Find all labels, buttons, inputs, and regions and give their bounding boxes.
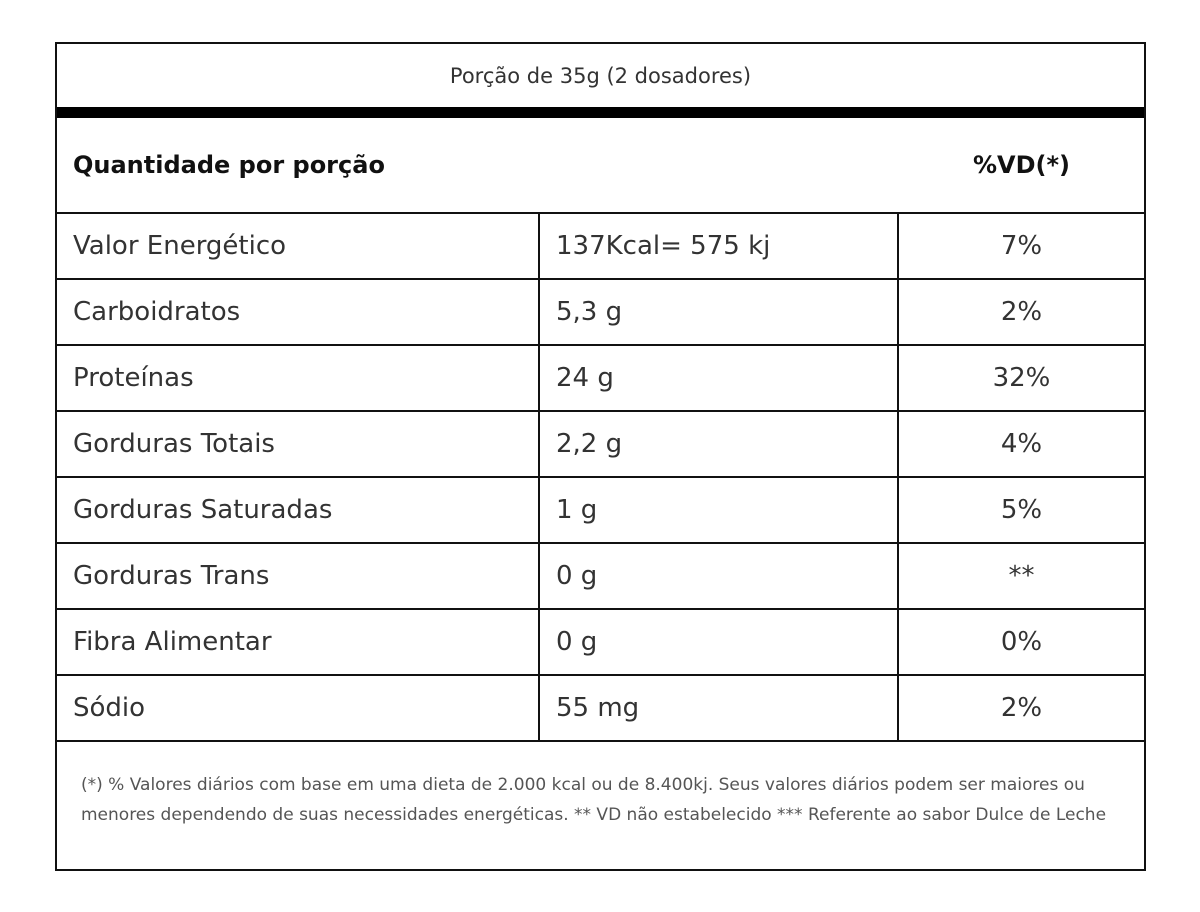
nutrition-table: Porção de 35g (2 dosadores) Quantidade p… — [55, 42, 1146, 871]
serving-size: Porção de 35g (2 dosadores) — [449, 63, 752, 88]
cell-dv: ** — [1008, 561, 1035, 591]
cell-nutrient: Gorduras Saturadas — [57, 478, 540, 542]
cell-nutrient: Valor Energético — [57, 214, 540, 278]
cell-amount: 55 mg — [540, 676, 899, 740]
dv-header: %VD(*) — [972, 151, 1071, 179]
divider-bar — [57, 107, 1144, 118]
table-row: Gorduras Saturadas 1 g 5% — [57, 478, 1144, 544]
cell-nutrient: Carboidratos — [57, 280, 540, 344]
cell-nutrient: Gorduras Totais — [57, 412, 540, 476]
table-row: Proteínas 24 g 32% — [57, 346, 1144, 412]
cell-dv: 0% — [1000, 627, 1043, 657]
table-row: Sódio 55 mg 2% — [57, 676, 1144, 742]
cell-amount: 0 g — [540, 544, 899, 608]
table-row: Fibra Alimentar 0 g 0% — [57, 610, 1144, 676]
cell-amount: 2,2 g — [540, 412, 899, 476]
table-row: Carboidratos 5,3 g 2% — [57, 280, 1144, 346]
cell-amount: 0 g — [540, 610, 899, 674]
table-row: Gorduras Totais 2,2 g 4% — [57, 412, 1144, 478]
table-row: Valor Energético 137Kcal= 575 kj 7% — [57, 214, 1144, 280]
cell-dv: 2% — [1000, 297, 1043, 327]
cell-dv: 4% — [1000, 429, 1043, 459]
cell-dv: 5% — [1000, 495, 1043, 525]
footnote: (*) % Valores diários com base em uma di… — [81, 775, 1107, 825]
cell-dv: 32% — [992, 363, 1051, 393]
cell-nutrient: Fibra Alimentar — [57, 610, 540, 674]
quantity-header: Quantidade por porção — [73, 151, 385, 179]
cell-nutrient: Proteínas — [57, 346, 540, 410]
table-row: Gorduras Trans 0 g ** — [57, 544, 1144, 610]
cell-amount: 137Kcal= 575 kj — [540, 214, 899, 278]
cell-dv: 7% — [1000, 231, 1043, 261]
cell-dv: 2% — [1000, 693, 1043, 723]
cell-amount: 24 g — [540, 346, 899, 410]
table-header: Quantidade por porção %VD(*) — [57, 118, 1144, 214]
cell-nutrient: Gorduras Trans — [57, 544, 540, 608]
cell-amount: 5,3 g — [540, 280, 899, 344]
cell-nutrient: Sódio — [57, 676, 540, 740]
cell-amount: 1 g — [540, 478, 899, 542]
